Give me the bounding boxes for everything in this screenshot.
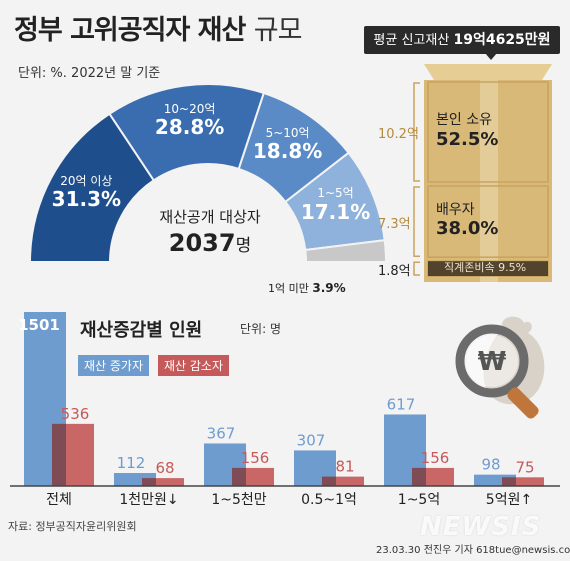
bar-decrease — [322, 476, 364, 486]
bar-overlap — [502, 477, 516, 486]
donut-slice-value: 17.1% — [300, 199, 371, 224]
bar-increase — [474, 474, 516, 486]
legend-increase: 재산 증가자 — [78, 355, 150, 376]
bar-overlap — [412, 467, 426, 486]
composition-category: 본인 소유 — [436, 111, 492, 128]
composition-segment-fill — [428, 261, 548, 276]
bar-overlap — [142, 478, 156, 486]
composition-amount: 1.8억 — [378, 263, 411, 279]
bar-decrease — [142, 478, 184, 486]
composition-value: 52.5% — [436, 128, 499, 150]
bar-increase-value: 112 — [117, 454, 146, 472]
bar-increase-value: 307 — [297, 431, 326, 449]
donut-slice-label: 5~10억 18.8% — [248, 126, 328, 164]
donut-small-slice-label: 1억 미만 3.9% — [268, 281, 346, 295]
legend-decrease: 재산 감소자 — [158, 355, 230, 376]
category-label: 1~5억 — [398, 492, 440, 508]
donut-center-label: 재산공개 대상자 — [159, 208, 261, 226]
bar-decrease — [502, 477, 544, 486]
donut-slice-label: 1~5억 17.1% — [296, 186, 376, 224]
composition-bracket — [413, 261, 420, 276]
source-note: 자료: 정부공직자윤리위원회 — [8, 520, 137, 533]
donut-slice-value: 28.8% — [154, 115, 225, 140]
composition-label: 배우자 38.0% — [436, 202, 498, 240]
page-title: 정부 고위공직자 재산 규모 — [14, 15, 302, 46]
category-label: 5억원↑ — [486, 492, 532, 508]
bar-decrease-value: 81 — [335, 458, 354, 476]
bar-decrease-value: 75 — [515, 458, 534, 476]
composition-segment — [427, 81, 549, 183]
category-label: 1~5천만 — [211, 492, 266, 508]
bar-decrease-value: 536 — [61, 405, 90, 423]
composition-amount: 10.2억 — [378, 126, 419, 142]
bar-chart-title: 재산증감별 인원 — [80, 320, 203, 341]
bar-decrease-value: 156 — [241, 449, 270, 467]
composition-category: 배우자 — [436, 201, 475, 218]
bar-increase-value: 617 — [387, 395, 416, 413]
byline: 23.03.30 전진우 기자 618tue@newsis.com — [376, 545, 570, 556]
bar-overlap — [52, 423, 66, 486]
donut-slice-category: 20억 이상 — [60, 173, 113, 188]
svg-text:₩: ₩ — [478, 347, 507, 377]
donut-slice-value: 31.3% — [51, 186, 122, 211]
unit-note: 단위: %. 2022년 말 기준 — [18, 66, 161, 81]
donut-center-value: 2037명 — [168, 229, 252, 257]
box-lid — [424, 64, 552, 80]
donut-slice-category: 5~10억 — [265, 126, 310, 141]
asset-box-illustration — [413, 64, 552, 282]
bar-decrease-value: 156 — [421, 449, 450, 467]
composition-bracket — [413, 186, 420, 257]
composition-segment — [427, 185, 549, 258]
donut-small-slice-value: 3.9% — [312, 281, 346, 295]
newsis-watermark: NEWSIS — [420, 512, 542, 542]
donut-slice-category: 10~20억 — [163, 102, 216, 117]
composition-label: 직계존비속 9.5% — [444, 260, 527, 274]
bar-increase-value: 367 — [207, 424, 236, 442]
category-label: 0.5~1억 — [301, 492, 357, 508]
category-label: 전체 — [46, 492, 72, 508]
donut-slice-label: 10~20억 28.8% — [150, 102, 230, 140]
composition-bracket — [413, 82, 420, 182]
bar-increase-value: 98 — [481, 456, 500, 474]
bar-overlap — [232, 467, 246, 486]
average-asset-banner: 평균 신고재산 19억4625만원 — [364, 26, 560, 54]
category-label: 1천만원↓ — [119, 492, 178, 508]
bar-chart-unit: 단위: 명 — [240, 322, 281, 336]
box-tape — [480, 80, 498, 282]
donut-slice-label: 20억 이상 31.3% — [46, 173, 126, 211]
asset-donut-chart — [28, 83, 388, 263]
composition-label: 본인 소유 52.5% — [436, 112, 498, 150]
donut-slice-value: 18.8% — [252, 139, 323, 164]
bar-overlap — [322, 476, 336, 486]
money-bag-magnifier-icon: ₩ — [455, 316, 545, 419]
donut-slice-category: 1~5억 — [317, 186, 354, 201]
donut-slice — [304, 239, 388, 263]
banner-pointer — [485, 53, 497, 60]
composition-value: 38.0% — [436, 218, 499, 240]
composition-amount: 7.3억 — [378, 216, 411, 232]
bar-decrease-value: 68 — [155, 459, 174, 477]
bar-increase-value: 1501 — [18, 316, 60, 334]
